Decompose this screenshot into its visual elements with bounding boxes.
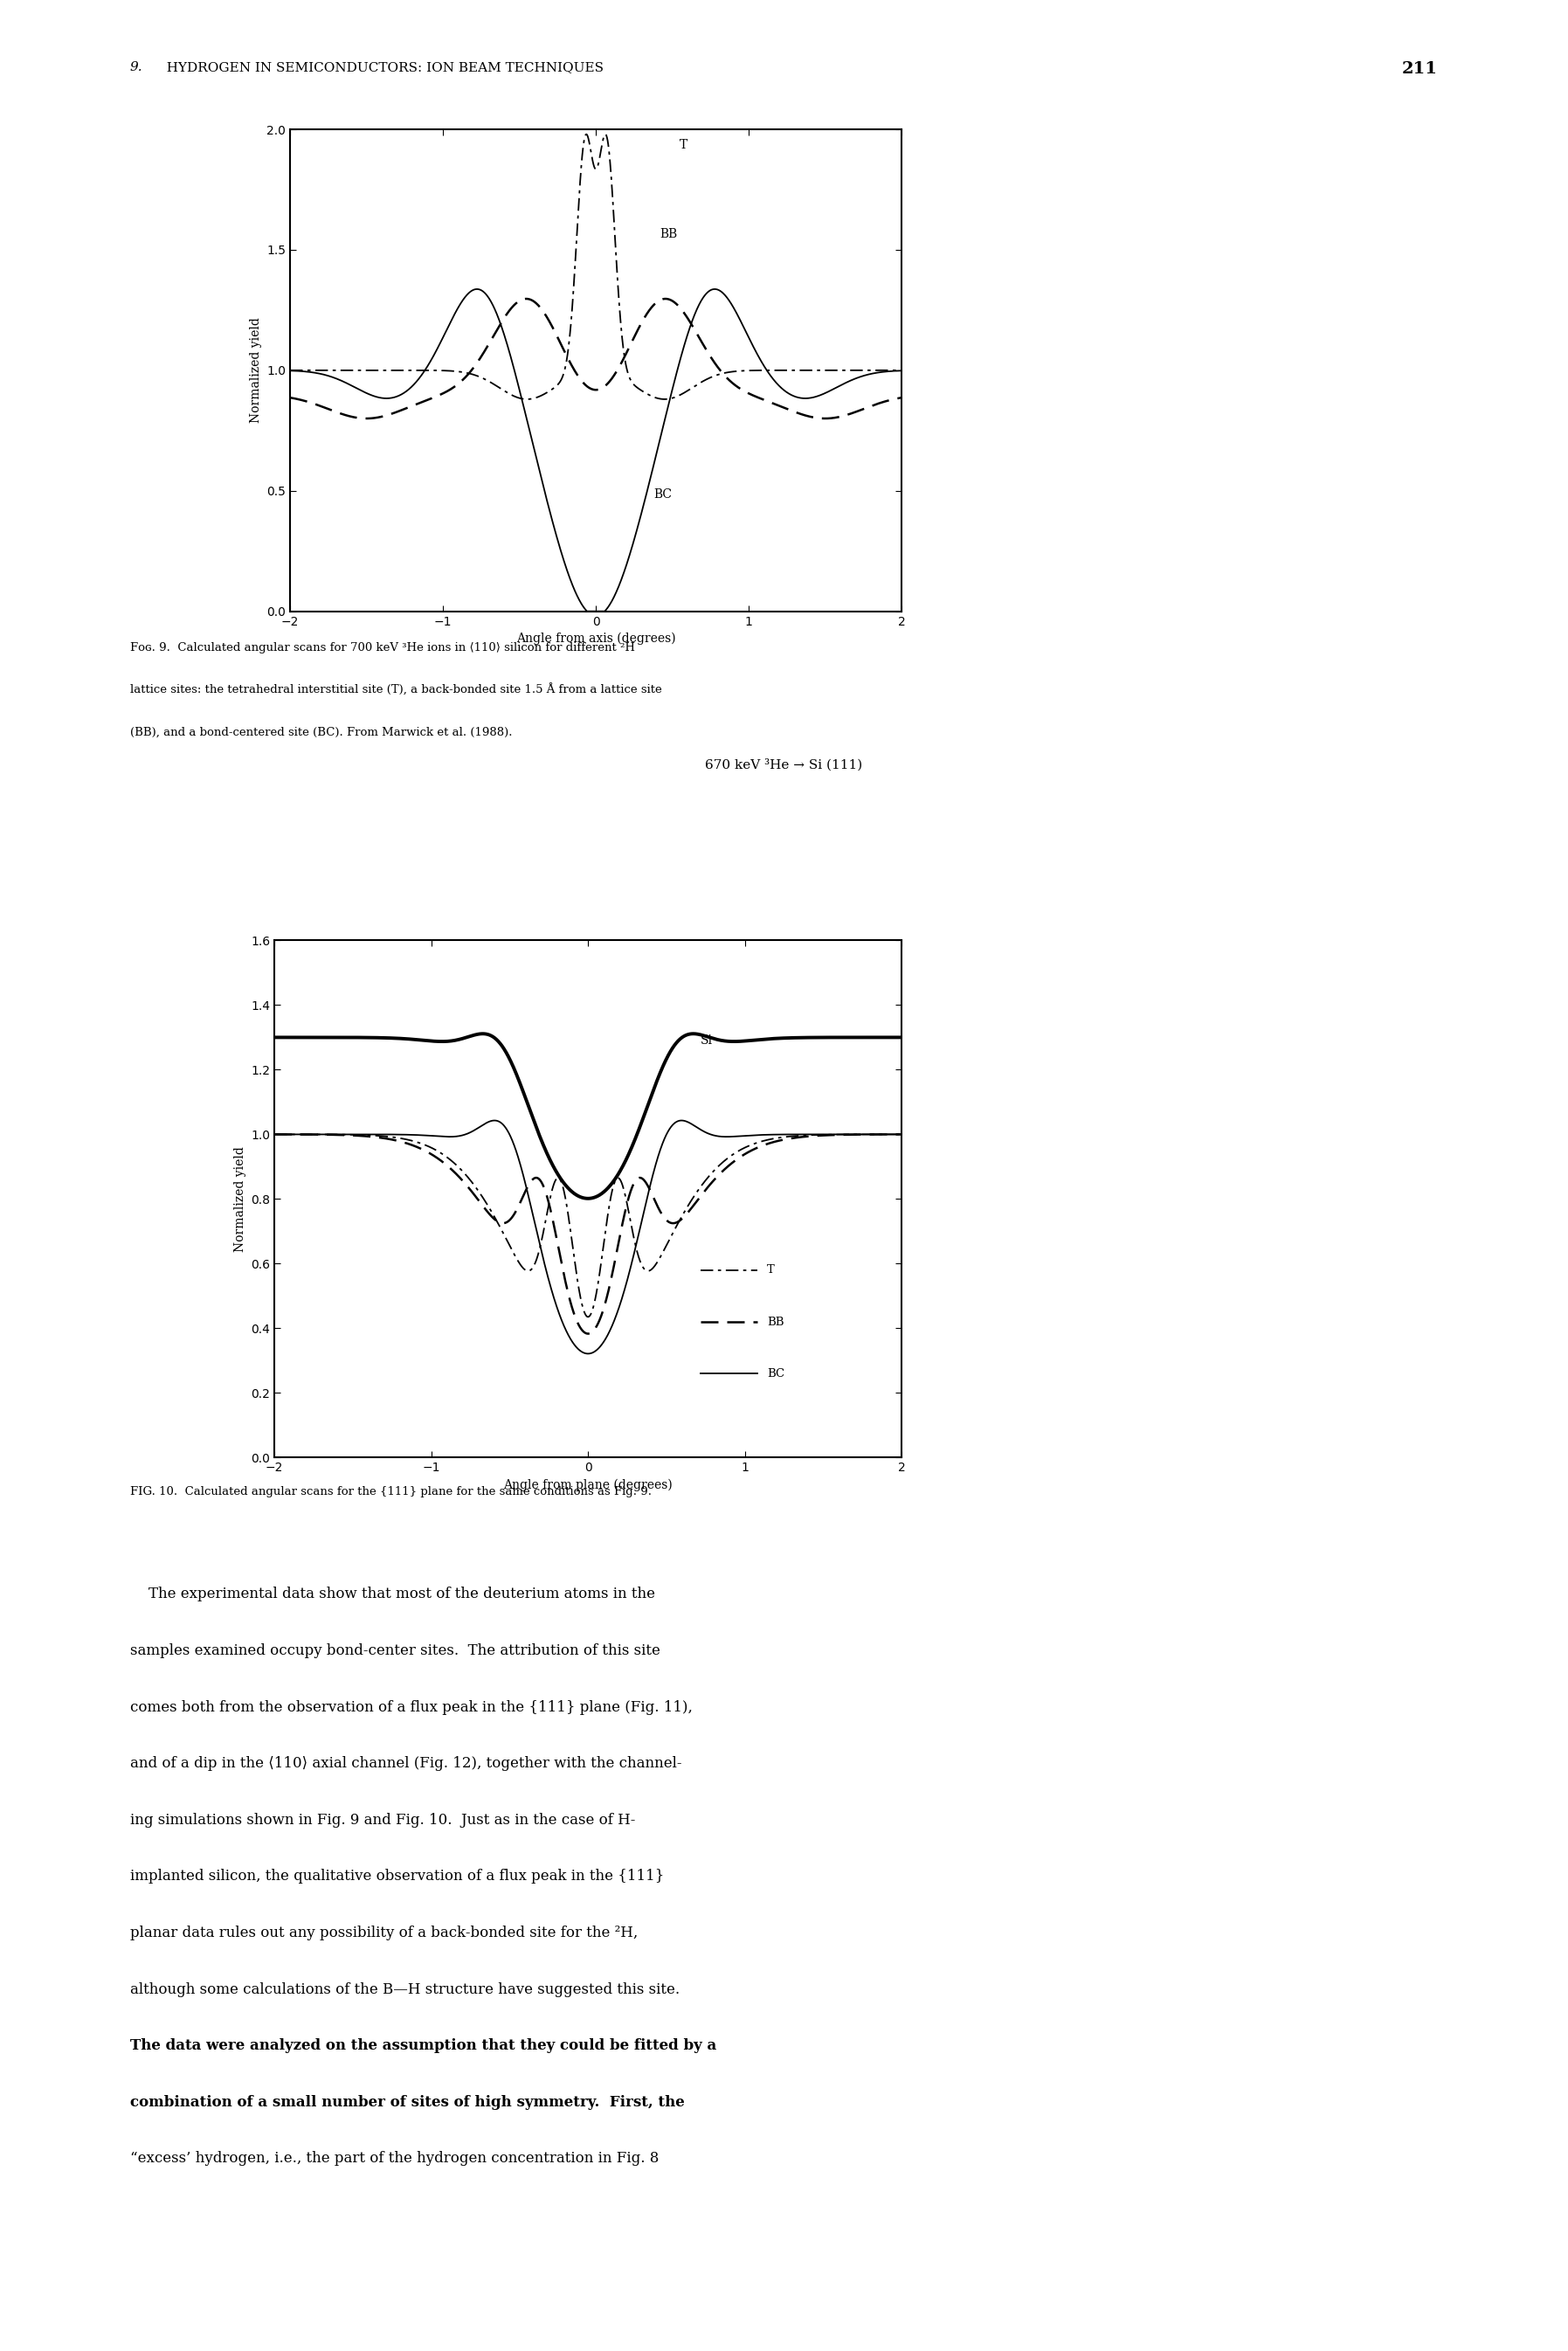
- Text: “excess’ hydrogen, i.e., the part of the hydrogen concentration in Fig. 8: “excess’ hydrogen, i.e., the part of the…: [130, 2151, 659, 2165]
- Text: T: T: [767, 1265, 775, 1277]
- Text: samples examined occupy bond-center sites.  The attribution of this site: samples examined occupy bond-center site…: [130, 1643, 660, 1657]
- Y-axis label: Normalized yield: Normalized yield: [249, 317, 262, 423]
- Text: HYDROGEN IN SEMICONDUCTORS: ION BEAM TECHNIQUES: HYDROGEN IN SEMICONDUCTORS: ION BEAM TEC…: [158, 61, 604, 73]
- Text: BB: BB: [767, 1317, 784, 1328]
- Text: lattice sites: the tetrahedral interstitial site (T), a back-bonded site 1.5 Å f: lattice sites: the tetrahedral interstit…: [130, 684, 662, 696]
- Text: 9.: 9.: [130, 61, 143, 73]
- Text: The data were analyzed on the assumption that they could be fitted by a: The data were analyzed on the assumption…: [130, 2038, 717, 2052]
- Text: FIG. 10.  Calculated angular scans for the {111} plane for the same conditions a: FIG. 10. Calculated angular scans for th…: [130, 1486, 652, 1498]
- Text: implanted silicon, the qualitative observation of a flux peak in the {111}: implanted silicon, the qualitative obser…: [130, 1869, 665, 1883]
- Y-axis label: Normalized yield: Normalized yield: [234, 1147, 246, 1251]
- Text: combination of a small number of sites of high symmetry.  First, the: combination of a small number of sites o…: [130, 2095, 685, 2109]
- Text: BB: BB: [660, 228, 677, 240]
- Text: although some calculations of the B—H structure have suggested this site.: although some calculations of the B—H st…: [130, 1982, 679, 1996]
- Text: 211: 211: [1402, 61, 1438, 78]
- Text: 670 keV ³He → Si (111): 670 keV ³He → Si (111): [706, 759, 862, 771]
- Text: Fᴏɢ. 9.  Calculated angular scans for 700 keV ³He ions in ⟨110⟩ silicon for diff: Fᴏɢ. 9. Calculated angular scans for 700…: [130, 642, 635, 654]
- X-axis label: Angle from plane (degrees): Angle from plane (degrees): [503, 1479, 673, 1491]
- Text: and of a dip in the ⟨110⟩ axial channel (Fig. 12), together with the channel-: and of a dip in the ⟨110⟩ axial channel …: [130, 1756, 682, 1770]
- Text: BC: BC: [767, 1368, 784, 1380]
- Text: The experimental data show that most of the deuterium atoms in the: The experimental data show that most of …: [130, 1587, 655, 1601]
- Text: ing simulations shown in Fig. 9 and Fig. 10.  Just as in the case of H-: ing simulations shown in Fig. 9 and Fig.…: [130, 1813, 635, 1827]
- X-axis label: Angle from axis (degrees): Angle from axis (degrees): [516, 632, 676, 644]
- Text: T: T: [681, 139, 688, 150]
- Text: comes both from the observation of a flux peak in the {111} plane (Fig. 11),: comes both from the observation of a flu…: [130, 1700, 693, 1714]
- Text: (BB), and a bond-centered site (BC). From Marwick ​et al.​ (1988).: (BB), and a bond-centered site (BC). Fro…: [130, 726, 513, 738]
- Text: BC: BC: [654, 489, 673, 501]
- Text: Si: Si: [701, 1034, 713, 1046]
- Text: planar data rules out any possibility of a back-bonded site for the ²H,: planar data rules out any possibility of…: [130, 1925, 638, 1940]
